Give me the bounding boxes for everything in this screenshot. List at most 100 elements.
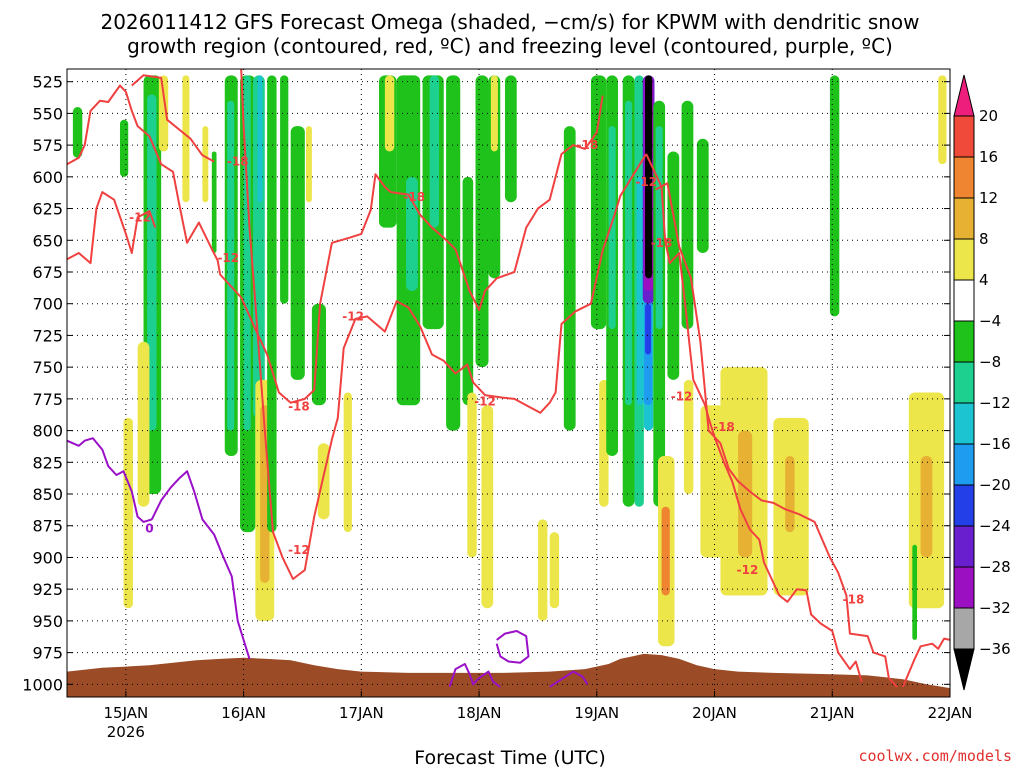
contour-label: -18 <box>843 592 865 606</box>
colorbar-label: 16 <box>979 148 998 166</box>
dgz-contour-line <box>901 637 951 688</box>
omega-shade-cell <box>429 75 440 228</box>
omega-shade-cell <box>137 341 150 507</box>
omega-shade-cell <box>681 100 694 330</box>
contour-label: -12 <box>129 210 151 224</box>
x-tick-label: 19JAN <box>574 704 619 722</box>
contour-label: -18 <box>577 138 599 152</box>
y-tick-label: 850 <box>32 485 63 504</box>
omega-shade-cell <box>267 75 277 533</box>
x-tick-label: 20JAN <box>692 704 737 722</box>
omega-shade-cell <box>211 151 217 253</box>
omega-shade-cell <box>738 430 753 558</box>
contour-label: -18 <box>651 236 673 250</box>
omega-shade-cell <box>119 119 129 177</box>
omega-shade-cell <box>599 379 609 507</box>
omega-shade-cell <box>667 151 680 380</box>
y-tick-label: 775 <box>32 390 63 409</box>
omega-shade-cell <box>683 379 694 495</box>
colorbar-swatch <box>953 238 975 281</box>
colorbar-label: −4 <box>979 312 1001 330</box>
omega-shade-cell <box>462 176 474 406</box>
omega-shade-cell <box>481 405 494 609</box>
terrain-fill <box>67 653 950 697</box>
omega-shade-cell <box>661 506 670 596</box>
freezing-contour-line <box>549 670 589 688</box>
x-tick-label: 18JAN <box>457 704 502 722</box>
colorbar-swatch <box>953 607 975 650</box>
colorbar-swatch <box>953 279 975 322</box>
y-tick-label: 600 <box>32 168 63 187</box>
colorbar-swatch <box>953 402 975 445</box>
contour-labels: -18 -12 -12 -12 -18 -12 -18 -12 -18 -12 -18 -12 -18 -… <box>129 138 864 606</box>
omega-shade-cell <box>446 75 461 431</box>
omega-shade-cell <box>920 455 933 558</box>
chart-title-line-2: growth region (contoured, red, ºC) and f… <box>127 34 893 58</box>
x-tick-label: 15JAN <box>103 704 148 722</box>
contour-label: -12 <box>288 543 310 557</box>
y-tick-label: 800 <box>32 422 63 441</box>
x-tick-label: 21JAN <box>810 704 855 722</box>
contour-label: -18 <box>227 155 249 169</box>
omega-shade-cell <box>938 75 947 165</box>
y-tick-label: 625 <box>32 200 63 219</box>
dgz-contour-line <box>240 68 648 580</box>
contour-label: -12 <box>342 309 364 323</box>
plot-area: -18 -12 -12 -12 -18 -12 -18 -12 -18 -12 -18 -12 -18 -… <box>66 68 951 697</box>
terrain-area <box>67 653 950 697</box>
omega-shade-cell <box>72 107 83 158</box>
colorbar: 20 16 12 8 4 −4 −8 −12 −16 −20 −24 −28 −32 −36 <box>953 74 1011 691</box>
colorbar-label: −36 <box>979 640 1011 658</box>
colorbar-swatch <box>953 361 975 404</box>
watermark: coolwx.com/models <box>858 747 1012 765</box>
omega-shade-cell <box>645 75 653 279</box>
y-tick-label: 550 <box>32 104 63 123</box>
colorbar-label: −20 <box>979 476 1011 494</box>
y-tick-label: 575 <box>32 136 63 155</box>
y-tick-label: 900 <box>32 548 63 567</box>
x-tick-sublabel: 2026 <box>107 723 145 741</box>
omega-shade-cell <box>504 75 517 203</box>
contour-label: 0 <box>145 521 153 535</box>
omega-shade-cell <box>290 126 305 380</box>
contour-label: -12 <box>671 389 693 403</box>
omega-shade-cell <box>563 126 576 431</box>
colorbar-label: −12 <box>979 394 1011 412</box>
colorbar-swatch <box>953 648 975 691</box>
dgz-contour-line <box>655 182 898 688</box>
colorbar-label: −28 <box>979 558 1011 576</box>
colorbar-label: −16 <box>979 435 1011 453</box>
omega-shade-cell <box>467 392 477 558</box>
omega-shade-cell <box>182 75 190 203</box>
colorbar-swatch <box>953 115 975 158</box>
colorbar-swatch <box>953 566 975 609</box>
omega-shade-cell <box>549 532 560 609</box>
freezing-level-contours <box>66 437 589 688</box>
omega-shade-cell <box>700 405 724 558</box>
x-axis-title: Forecast Time (UTC) <box>414 747 605 768</box>
y-tick-label: 525 <box>32 73 63 92</box>
y-tick-label: 650 <box>32 231 63 250</box>
x-tick-label: 22JAN <box>928 704 973 722</box>
omega-shade-cell <box>537 519 548 621</box>
y-tick-label: 725 <box>32 326 63 345</box>
colorbar-label: 4 <box>979 271 989 289</box>
omega-shading <box>72 75 947 647</box>
colorbar-swatch <box>953 443 975 486</box>
omega-shade-cell <box>280 75 289 304</box>
contour-label: -18 <box>288 399 310 413</box>
omega-shade-cell <box>202 126 209 203</box>
colorbar-label: 12 <box>979 189 998 207</box>
colorbar-label: −8 <box>979 353 1001 371</box>
omega-shade-cell <box>645 303 651 355</box>
contour-label: -12 <box>737 563 759 577</box>
colorbar-swatch <box>953 320 975 363</box>
dgz-contour-line <box>66 84 604 404</box>
omega-shade-cell <box>475 75 489 368</box>
contour-label: -12 <box>474 394 496 408</box>
chart-title-line-1: 2026011412 GFS Forecast Omega (shaded, −… <box>100 10 919 34</box>
omega-shade-cell <box>158 75 169 152</box>
y-tick-label: 825 <box>32 453 63 472</box>
omega-shade-cell <box>625 100 633 406</box>
